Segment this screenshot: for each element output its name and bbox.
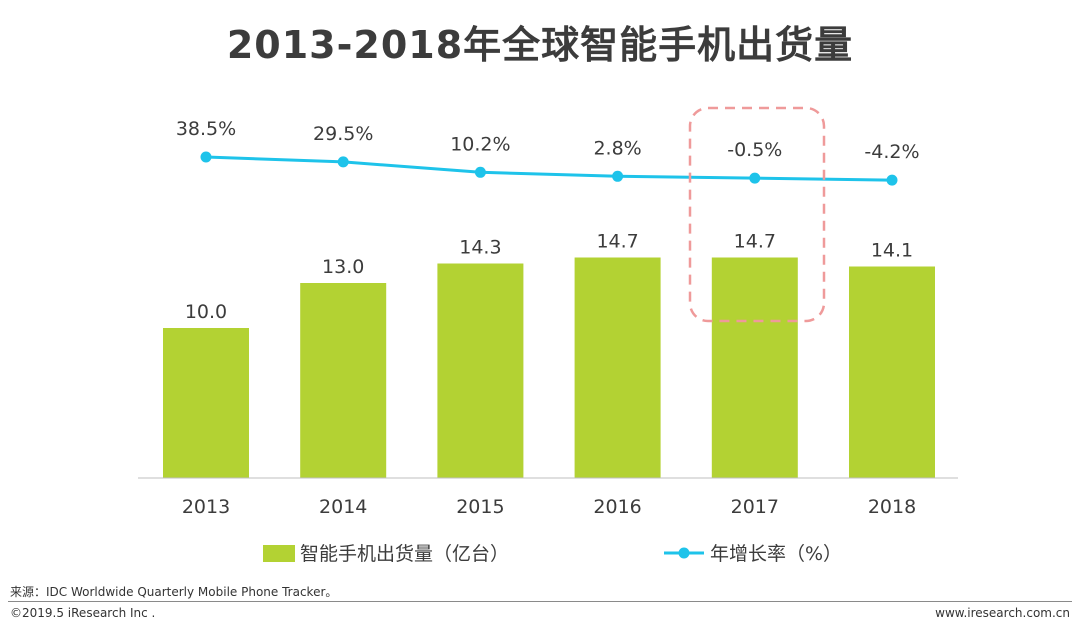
line-label-2016: 2.8% <box>593 137 641 159</box>
x-tick-2016: 2016 <box>593 496 641 518</box>
bar-2016 <box>574 257 661 478</box>
highlight-box-2017 <box>688 106 826 323</box>
bar-label-2018: 14.1 <box>871 240 913 262</box>
bar-value-labels: 10.0 13.0 14.3 14.7 14.7 14.1 <box>185 231 913 324</box>
line-point-2015 <box>474 166 486 178</box>
bar-label-2014: 13.0 <box>322 256 364 278</box>
line-point-2017 <box>749 172 761 184</box>
legend: 智能手机出货量（亿台） 年增长率（%） <box>263 543 842 565</box>
line-point-2016 <box>612 170 624 182</box>
x-tick-2017: 2017 <box>731 496 779 518</box>
bar-2013 <box>163 328 249 478</box>
x-tick-labels: 2013 2014 2015 2016 2017 2018 <box>182 496 916 518</box>
line-point-2013 <box>200 151 212 163</box>
copyright-text: ©2019.5 iResearch Inc . <box>10 606 156 620</box>
line-point-2018 <box>886 174 898 186</box>
source-note: 来源：IDC Worldwide Quarterly Mobile Phone … <box>10 585 338 599</box>
legend-line-label: 年增长率（%） <box>710 543 842 565</box>
legend-line-marker <box>678 547 690 559</box>
x-tick-2018: 2018 <box>868 496 916 518</box>
line-label-2018: -4.2% <box>864 141 919 163</box>
line-point-2014 <box>337 156 349 168</box>
line-label-2014: 29.5% <box>313 123 373 145</box>
bar-series <box>163 257 935 478</box>
line-series <box>200 151 898 186</box>
legend-bar-label: 智能手机出货量（亿台） <box>300 543 509 565</box>
bar-2018 <box>849 266 935 478</box>
bar-2014 <box>300 283 387 478</box>
bar-label-2015: 14.3 <box>459 237 501 259</box>
bar-2017 <box>711 257 798 478</box>
line-value-labels: 38.5% 29.5% 10.2% 2.8% -0.5% -4.2% <box>176 118 920 163</box>
website-link[interactable]: www.iresearch.com.cn <box>935 606 1070 620</box>
x-tick-2013: 2013 <box>182 496 230 518</box>
line-label-2013: 38.5% <box>176 118 236 140</box>
bar-2015 <box>437 263 524 478</box>
bar-label-2017: 14.7 <box>734 231 776 253</box>
bar-label-2016: 14.7 <box>596 231 638 253</box>
bar-label-2013: 10.0 <box>185 301 227 323</box>
footer-divider <box>8 601 1072 602</box>
chart-title: 2013-2018年全球智能手机出货量 <box>226 23 854 67</box>
x-tick-2015: 2015 <box>456 496 504 518</box>
line-label-2015: 10.2% <box>450 133 510 155</box>
growth-rate-line <box>205 155 893 182</box>
line-label-2017: -0.5% <box>727 139 782 161</box>
x-tick-2014: 2014 <box>319 496 367 518</box>
legend-bar-swatch <box>263 545 295 562</box>
